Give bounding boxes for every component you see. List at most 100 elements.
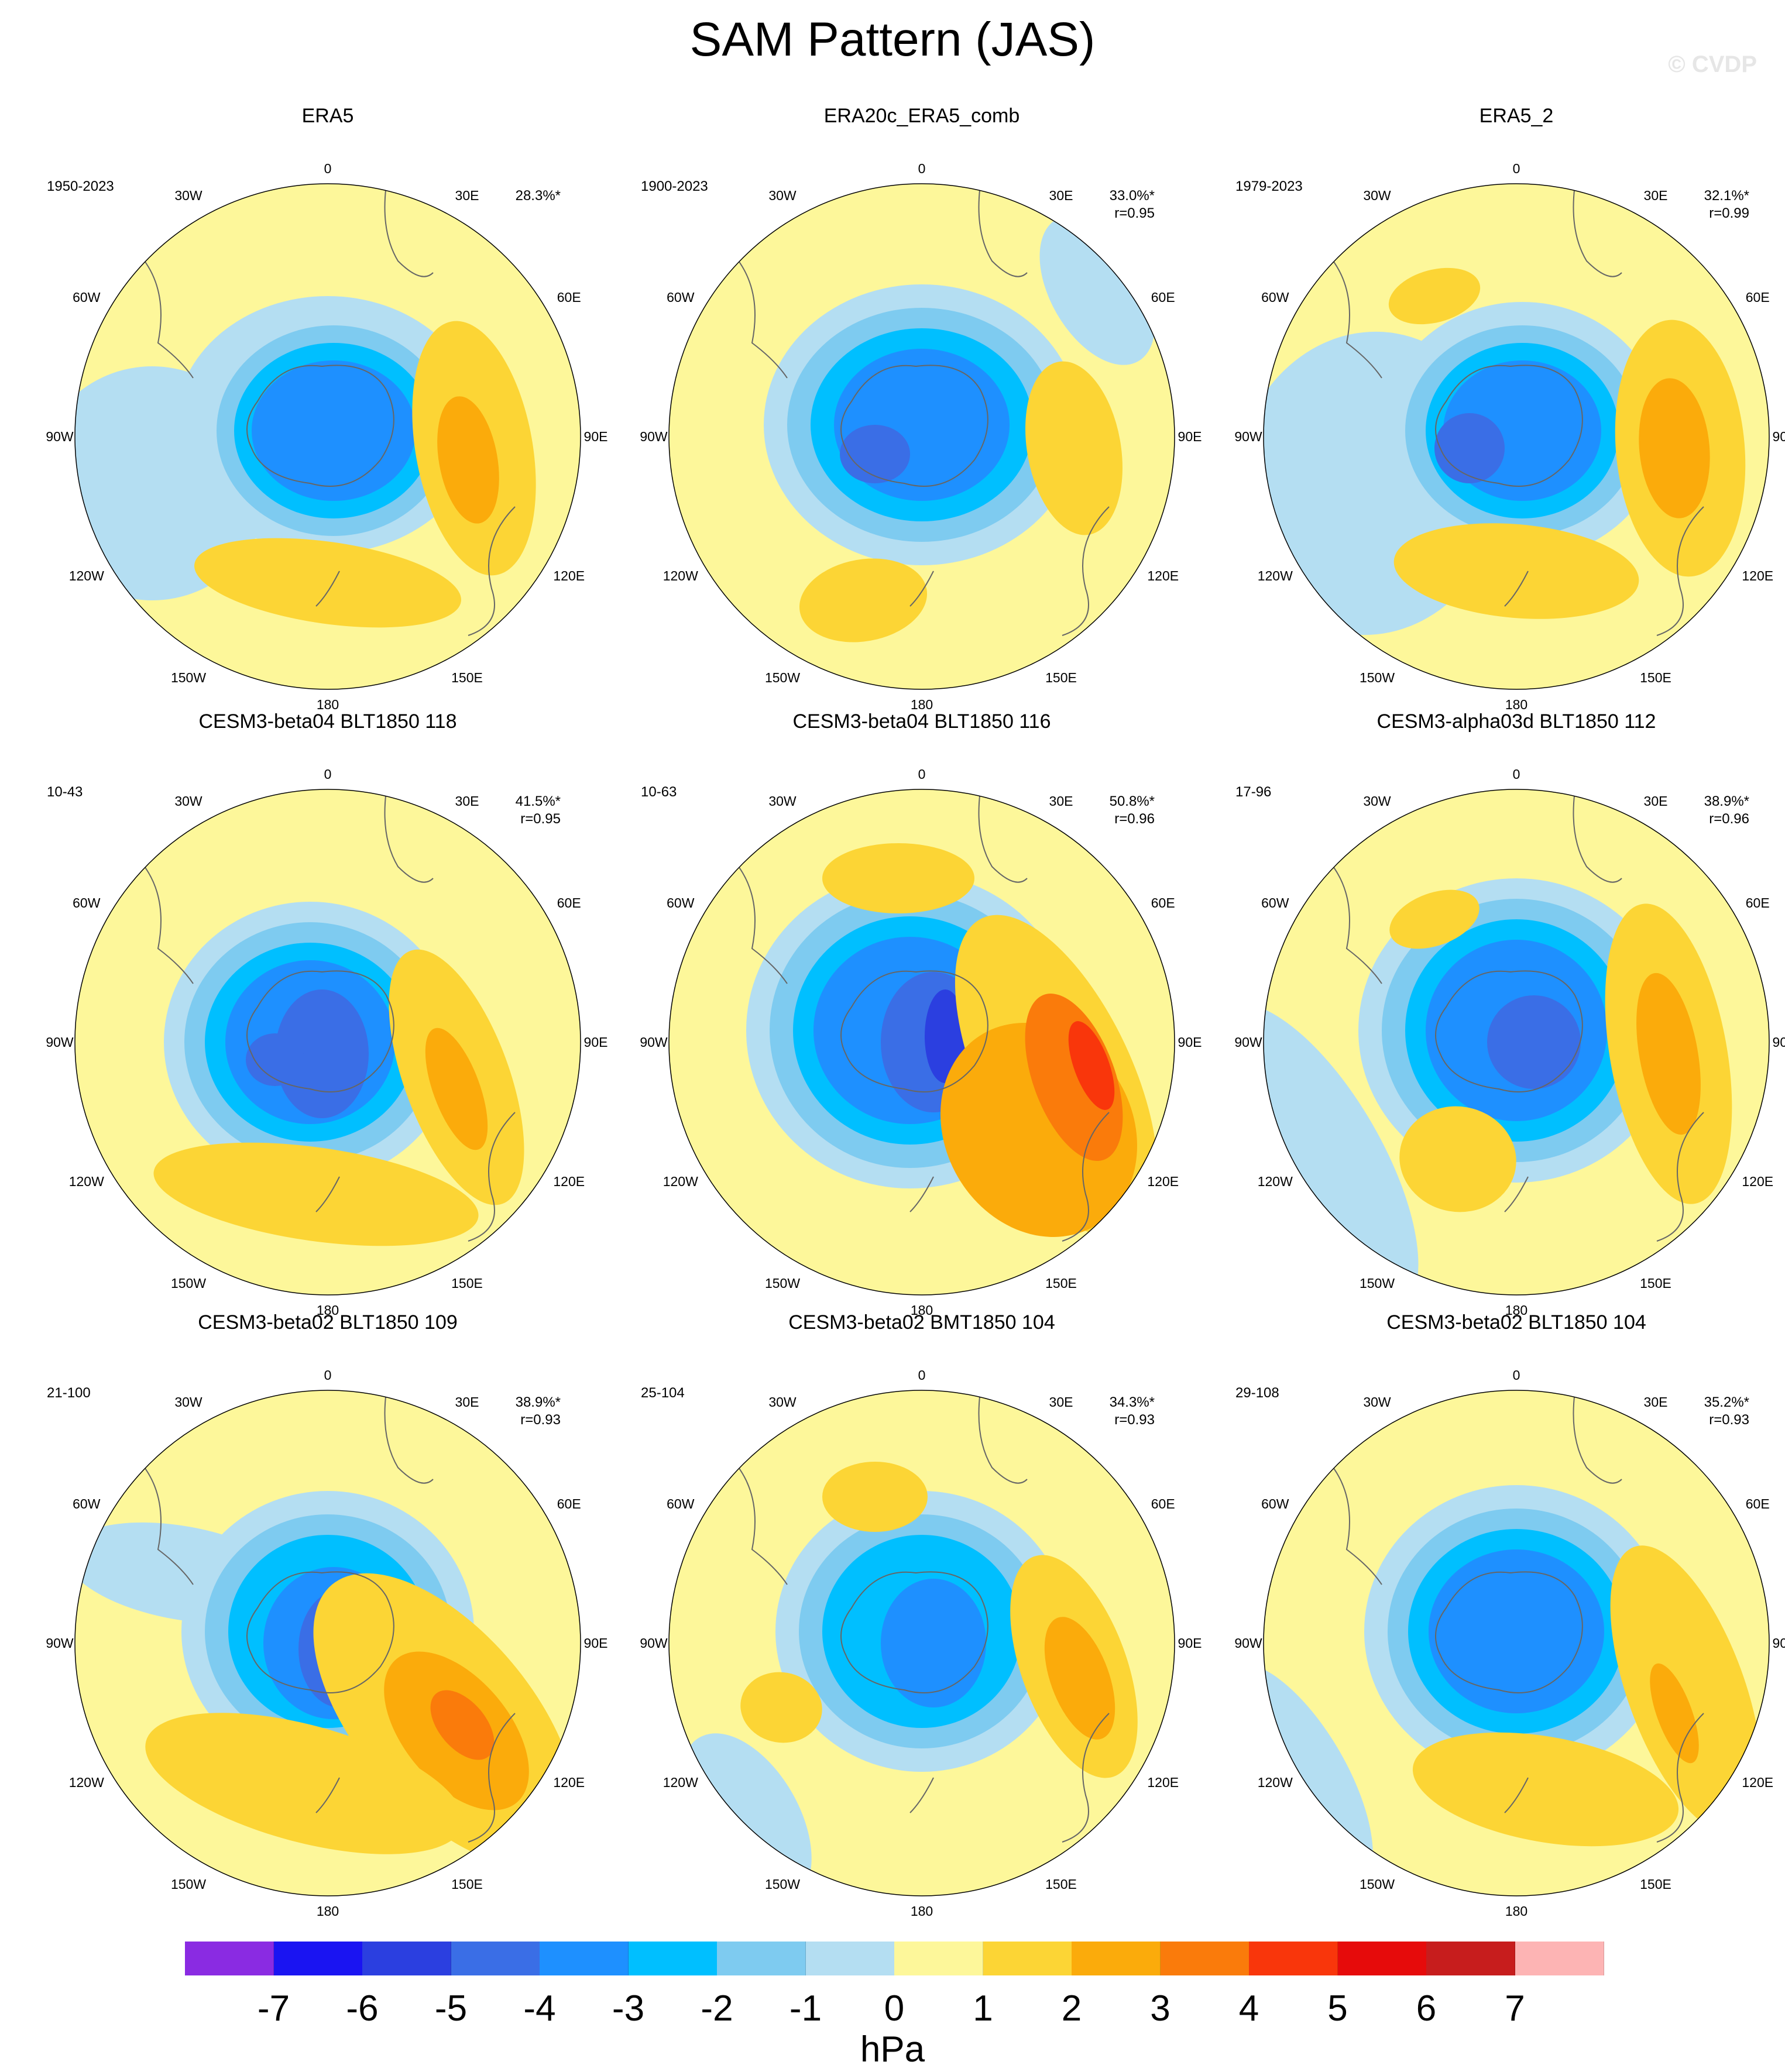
longitude-label: 0 [918, 767, 926, 782]
colorbar-swatch [983, 1942, 1072, 1975]
longitude-label: 30W [1363, 793, 1391, 809]
longitude-label: 30E [455, 793, 479, 809]
map-panel: CESM3-beta04 BLT1850 118 0 30E 60E 90E 120E 15… [30, 710, 625, 1318]
period-label: 10-43 [47, 784, 83, 800]
period-label: 1979-2023 [1235, 178, 1303, 194]
map-panel: ERA5 0 30E 60E 90E 120E 150E 180 150W 120W 90W 60W 3… [30, 104, 625, 712]
longitude-label: 60W [667, 290, 695, 305]
colorbar-tick-label: -2 [701, 1988, 733, 2029]
map-panel: ERA5_2 0 30E 60E 90E 120E 150E 180 150W 120W 90W 60… [1219, 104, 1785, 712]
longitude-label: 120E [1742, 568, 1773, 583]
longitude-label: 30E [1049, 1394, 1073, 1410]
colorbar-tick-label: -3 [612, 1988, 645, 2029]
longitude-label: 120W [663, 1775, 698, 1790]
pattern-correlation-label: r=0.96 [1709, 811, 1749, 827]
longitude-label: 30E [1644, 793, 1668, 809]
longitude-label: 90E [1178, 1635, 1202, 1651]
negative-anomaly-contour [252, 360, 416, 501]
longitude-label: 60E [1746, 1496, 1770, 1511]
longitude-label: 180 [911, 1903, 933, 1919]
colorbar-swatch [1160, 1942, 1250, 1975]
longitude-label: 30E [1049, 188, 1073, 203]
longitude-label: 150W [171, 670, 206, 685]
longitude-label: 60W [1261, 895, 1289, 910]
longitude-label: 150E [1640, 1276, 1671, 1291]
positive-anomaly-contour [145, 1713, 464, 1854]
antarctica-coastline [246, 365, 394, 487]
positive-anomaly-contour [153, 1142, 479, 1246]
longitude-label: 60W [73, 290, 101, 305]
panel-title: CESM3-beta04 BLT1850 118 [198, 710, 457, 733]
longitude-label: 120E [1147, 568, 1179, 583]
polar-map: 0 30E 60E 90E 120E 150E 180 150W 120W 90W 60W 30W 19… [46, 161, 608, 712]
colorbar-swatch [451, 1942, 540, 1975]
longitude-label: 90W [46, 429, 74, 444]
longitude-label: 150E [1640, 670, 1671, 685]
colorbar [185, 1942, 1604, 1977]
map-panel: ERA20c_ERA5_comb 0 30E 60E 90E 120E 150E 180 150… [624, 104, 1219, 712]
polar-map: 0 30E 60E 90E 120E 150E 180 150W 120W 90W 60W 30W 25… [640, 1367, 1202, 1919]
pattern-correlation-label: r=0.99 [1709, 205, 1749, 221]
colorbar-tick-label: 1 [973, 1988, 993, 2029]
longitude-label: 0 [324, 767, 332, 782]
colorbar-swatch [628, 1942, 718, 1975]
map-border [1263, 789, 1770, 1296]
panel-title: CESM3-beta02 BLT1850 109 [198, 1311, 458, 1334]
panel-title: CESM3-beta04 BLT1850 116 [792, 710, 1051, 733]
longitude-label: 150W [1360, 670, 1395, 685]
longitude-label: 60W [1261, 1496, 1289, 1511]
negative-anomaly-contour [246, 1033, 304, 1086]
continent-coastline [1323, 790, 1704, 1242]
longitude-label: 120W [69, 1775, 104, 1790]
longitude-label: 60E [1151, 290, 1175, 305]
pattern-correlation-label: r=0.96 [1114, 811, 1155, 827]
map-border [668, 789, 1175, 1296]
longitude-label: 120E [553, 1775, 585, 1790]
positive-anomaly-contour [1650, 1663, 1699, 1764]
antarctica-coastline [1435, 1571, 1583, 1693]
longitude-label: 60E [557, 1496, 581, 1511]
continent-coastline [134, 1391, 516, 1843]
map-panel: CESM3-beta02 BMT1850 104 0 30E 60E 90E 120E 15… [624, 1311, 1219, 1919]
longitude-label: 150E [451, 1877, 483, 1892]
variance-explained-label: 34.3%* [1110, 1394, 1155, 1410]
longitude-label: 30E [455, 1394, 479, 1410]
longitude-label: 0 [1513, 767, 1520, 782]
longitude-label: 180 [1505, 697, 1527, 712]
antarctica-coastline [840, 970, 988, 1092]
colorbar-swatch [894, 1942, 983, 1975]
continent-coastline [134, 790, 516, 1242]
longitude-label: 120W [1258, 1174, 1293, 1189]
longitude-label: 60E [1746, 290, 1770, 305]
panel-title: ERA5 [301, 105, 354, 127]
longitude-label: 120E [1742, 1174, 1773, 1189]
longitude-label: 90E [1178, 429, 1202, 444]
positive-anomaly-contour [1044, 1617, 1115, 1740]
longitude-label: 0 [918, 1367, 926, 1383]
continent-coastline [728, 184, 1110, 636]
continent-coastline [1323, 184, 1704, 636]
map-border [74, 1390, 581, 1896]
map-panel: CESM3-beta02 BLT1850 109 0 30E 60E 90E 120E 15… [30, 1311, 625, 1919]
colorbar-tick-label: -6 [346, 1988, 379, 2029]
positive-anomaly-contour [430, 1690, 495, 1760]
longitude-label: 60E [1151, 1496, 1175, 1511]
positive-anomaly-contour [1610, 1545, 1762, 1834]
colorbar-swatch [717, 1942, 806, 1975]
longitude-label: 30E [1049, 793, 1073, 809]
positive-anomaly-contour [437, 396, 499, 524]
period-label: 29-108 [1235, 1385, 1279, 1401]
map-border [1263, 1390, 1770, 1896]
negative-anomaly-contour [881, 1579, 986, 1707]
positive-anomaly-contour [1389, 889, 1480, 949]
longitude-label: 90E [1773, 1635, 1785, 1651]
colorbar-units: hPa [860, 2029, 925, 2070]
colorbar-tick-label: 0 [884, 1988, 905, 2029]
longitude-label: 90E [584, 429, 608, 444]
positive-anomaly-contour [822, 843, 974, 913]
longitude-label: 30W [174, 1394, 202, 1410]
longitude-label: 30W [174, 188, 202, 203]
longitude-label: 30W [1363, 1394, 1391, 1410]
longitude-label: 60W [73, 895, 101, 910]
antarctica-coastline [246, 970, 394, 1092]
